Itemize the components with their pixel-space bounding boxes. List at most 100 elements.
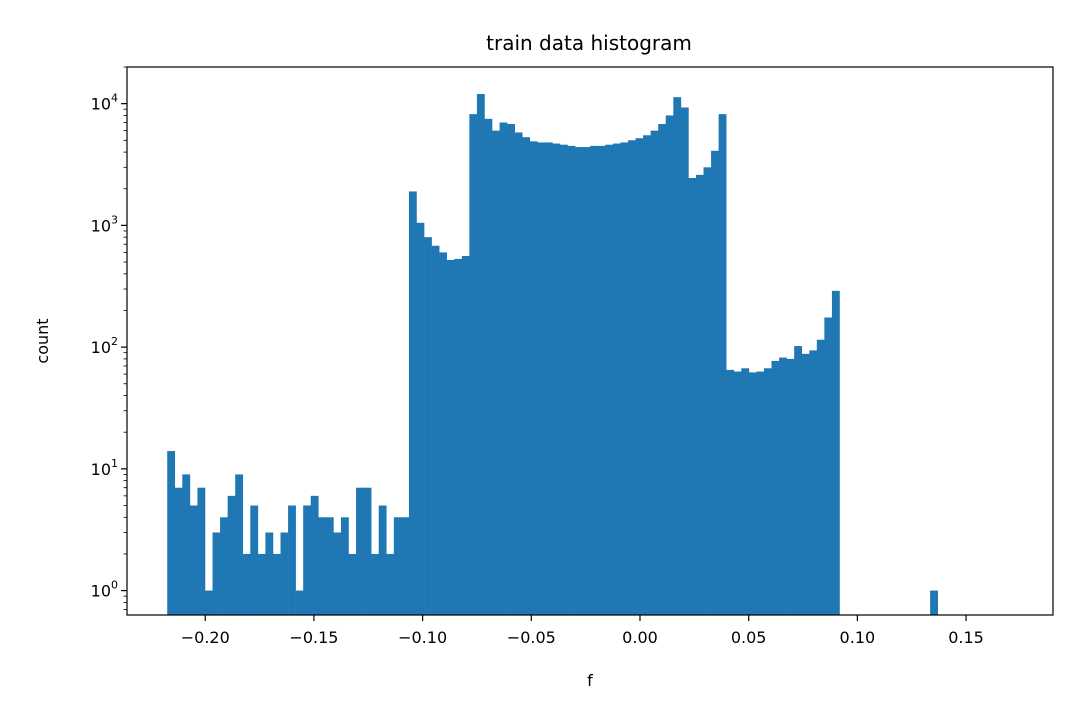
x-tick-label: 0.10	[840, 628, 876, 647]
histogram-bar	[431, 245, 440, 615]
histogram-bar	[763, 368, 772, 615]
histogram-bar	[469, 114, 478, 615]
histogram-bar	[333, 532, 342, 615]
histogram-bar	[220, 517, 228, 615]
plot-frame	[126, 66, 1054, 616]
histogram-bar	[378, 505, 387, 615]
histogram-bar	[650, 130, 659, 615]
histogram-bar	[756, 371, 765, 615]
histogram-bar	[786, 358, 795, 615]
x-tick-label: −0.10	[398, 628, 447, 647]
histogram-bar	[794, 346, 803, 615]
histogram-bar	[476, 94, 485, 615]
histogram-bar	[582, 147, 591, 616]
histogram-bar	[711, 150, 719, 615]
histogram-bar	[612, 143, 621, 615]
histogram-bar	[174, 487, 183, 615]
histogram-bar	[356, 487, 364, 615]
histogram-bar	[416, 222, 425, 616]
histogram-bar	[348, 553, 357, 615]
histogram-bar	[454, 258, 463, 615]
histogram-bar	[537, 142, 546, 615]
y-tick-label: 100	[91, 579, 118, 601]
histogram-bar	[371, 553, 380, 615]
histogram-bar	[522, 137, 531, 615]
histogram-bar	[643, 135, 651, 615]
histogram-bar	[552, 143, 561, 615]
histogram-bar	[529, 141, 538, 616]
histogram-bar	[265, 532, 274, 615]
y-tick-label: 101	[91, 457, 118, 479]
histogram-bar	[620, 142, 629, 615]
histogram-bar	[280, 532, 289, 615]
histogram-bar	[439, 252, 447, 615]
histogram-bar	[824, 317, 833, 615]
histogram-bar	[325, 517, 334, 615]
histogram-bar	[665, 115, 674, 615]
histogram-bar	[718, 114, 727, 615]
histogram-bar	[272, 553, 281, 615]
histogram-bar	[318, 517, 327, 615]
histogram-bar	[182, 474, 191, 615]
histogram-bar	[673, 97, 682, 616]
histogram-bar	[831, 290, 840, 615]
y-tick-label: 104	[91, 92, 118, 114]
histogram-bar	[567, 145, 576, 616]
histogram-bar	[680, 107, 689, 615]
histogram-bar	[575, 147, 583, 616]
histogram-bar	[167, 451, 176, 615]
histogram-bar	[340, 517, 349, 615]
histogram-bar	[809, 350, 818, 615]
histogram-bar	[733, 371, 742, 615]
histogram-bar	[197, 487, 206, 615]
x-axis: −0.20 −0.15 −0.10 −0.05 0.00 0.05 0.10 0.15	[181, 615, 984, 647]
chart-title: train data histogram	[486, 31, 692, 55]
histogram-bar	[816, 339, 825, 615]
histogram-bar	[303, 505, 312, 615]
bars-group	[167, 94, 938, 616]
y-axis-label: count	[33, 318, 52, 363]
histogram-bar	[726, 369, 735, 615]
histogram-bar	[446, 259, 455, 615]
histogram-bar	[560, 144, 568, 615]
histogram-bar	[930, 590, 938, 615]
x-tick-label: 0.00	[622, 628, 658, 647]
y-tick-label: 102	[91, 335, 118, 357]
x-tick-label: 0.15	[948, 628, 984, 647]
histogram-bar	[741, 368, 750, 615]
histogram-bar	[310, 495, 319, 615]
histogram-bar	[748, 372, 757, 615]
histogram-bar	[703, 167, 712, 616]
histogram-bar	[499, 122, 508, 615]
histogram-bar	[212, 532, 221, 615]
histogram-bar	[288, 505, 296, 615]
histogram-bar	[401, 517, 410, 615]
histogram-bar	[492, 130, 500, 615]
histogram-bar	[514, 132, 523, 615]
histogram-bar	[408, 191, 417, 615]
histogram-bar	[393, 517, 402, 615]
histogram-bar	[386, 553, 395, 615]
x-tick-label: −0.05	[507, 628, 556, 647]
histogram-bar	[605, 144, 614, 615]
x-axis-label: f	[587, 671, 593, 690]
histogram-bar	[242, 553, 251, 615]
histogram-bar	[424, 237, 432, 616]
histogram-bar	[295, 590, 304, 615]
histogram-bar	[779, 357, 787, 615]
histogram-bar	[771, 360, 780, 615]
histogram-bar	[461, 256, 470, 615]
x-tick-label: 0.05	[731, 628, 767, 647]
histogram-bar	[635, 138, 644, 615]
histogram-bar	[507, 124, 515, 615]
histogram-bar	[363, 487, 372, 615]
histogram-bar	[484, 118, 493, 615]
histogram-bar	[257, 553, 266, 615]
histogram-bar	[544, 142, 553, 615]
histogram-bar	[801, 353, 810, 615]
histogram-bar	[688, 178, 697, 615]
histogram-bar	[658, 124, 667, 615]
histogram-bar	[204, 590, 213, 615]
histogram-bar	[695, 174, 704, 616]
